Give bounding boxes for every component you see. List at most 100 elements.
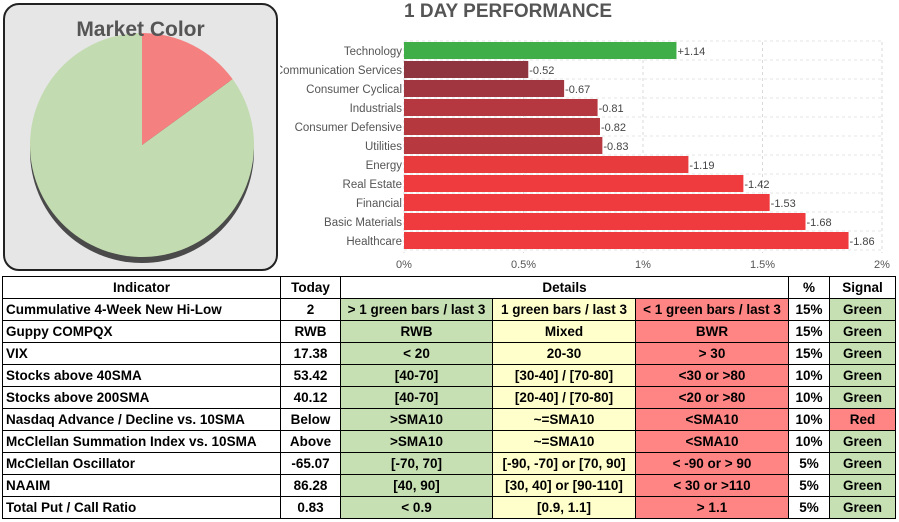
green-range-cell: [40-70] xyxy=(340,386,493,409)
weight-cell: 10% xyxy=(788,386,830,409)
today-cell: Above xyxy=(280,430,341,453)
weight-cell: 5% xyxy=(788,452,830,475)
red-range-cell: < 30 or >110 xyxy=(635,474,789,497)
yellow-range-cell: [30-40] / [70-80] xyxy=(492,364,636,387)
red-range-cell: BWR xyxy=(635,320,789,343)
weight-cell: 10% xyxy=(788,408,830,431)
green-range-cell: >SMA10 xyxy=(340,430,493,453)
signal-cell: Green xyxy=(829,386,896,409)
market-color-panel: Market Color xyxy=(3,3,278,271)
category-label: Communication Services xyxy=(280,65,402,77)
category-label: Energy xyxy=(366,160,403,172)
bar-value-label: -0.83 xyxy=(603,141,628,153)
indicator-cell: Guppy COMPQX xyxy=(2,320,281,343)
bar-value-label: -1.19 xyxy=(689,160,714,172)
indicator-cell: Cummulative 4-Week New Hi-Low xyxy=(2,298,281,321)
category-label: Industrials xyxy=(350,103,403,115)
category-label: Financial xyxy=(356,198,402,210)
yellow-range-cell: [30, 40] or [90-110] xyxy=(492,474,636,497)
green-range-cell: [40-70] xyxy=(340,364,493,387)
x-tick-label: 0% xyxy=(396,259,412,271)
signal-cell: Red xyxy=(829,408,896,431)
green-range-cell: > 1 green bars / last 3 xyxy=(340,298,493,321)
signal-cell: Green xyxy=(829,452,896,475)
weight-cell: 15% xyxy=(788,320,830,343)
table-row: McClellan Summation Index vs. 10SMA Above… xyxy=(2,430,896,453)
market-color-pie xyxy=(30,33,255,263)
bar xyxy=(404,42,677,59)
today-cell: 53.42 xyxy=(280,364,341,387)
red-range-cell: <SMA10 xyxy=(635,408,789,431)
indicator-cell: McClellan Summation Index vs. 10SMA xyxy=(2,430,281,453)
today-cell: -65.07 xyxy=(280,452,341,475)
bar xyxy=(404,194,770,211)
green-range-cell: [40, 90] xyxy=(340,474,493,497)
green-range-cell: < 20 xyxy=(340,342,493,365)
today-cell: RWB xyxy=(280,320,341,343)
bar xyxy=(404,213,806,230)
signal-cell: Green xyxy=(829,320,896,343)
header-details: Details xyxy=(340,276,789,299)
category-label: Utilities xyxy=(365,141,402,153)
bar xyxy=(404,99,598,116)
green-range-cell: [-70, 70] xyxy=(340,452,493,475)
indicator-cell: Stocks above 200SMA xyxy=(2,386,281,409)
yellow-range-cell: ~=SMA10 xyxy=(492,430,636,453)
bar xyxy=(404,232,849,249)
bar xyxy=(404,80,565,97)
red-range-cell: <20 or >80 xyxy=(635,386,789,409)
table-row: Stocks above 200SMA 40.12 [40-70] [20-40] /… xyxy=(2,386,896,409)
green-range-cell: RWB xyxy=(340,320,493,343)
bar-value-label: -1.53 xyxy=(771,198,796,210)
red-range-cell: > 1.1 xyxy=(635,496,789,519)
yellow-range-cell: 20-30 xyxy=(492,342,636,365)
pie-slice-red xyxy=(142,33,233,145)
weight-cell: 5% xyxy=(788,474,830,497)
weight-cell: 10% xyxy=(788,364,830,387)
yellow-range-cell: 1 green bars / last 3 xyxy=(492,298,636,321)
green-range-cell: < 0.9 xyxy=(340,496,493,519)
today-cell: Below xyxy=(280,408,341,431)
yellow-range-cell: ~=SMA10 xyxy=(492,408,636,431)
indicator-cell: Stocks above 40SMA xyxy=(2,364,281,387)
bar-value-label: -0.52 xyxy=(529,65,554,77)
signal-cell: Green xyxy=(829,496,896,519)
red-range-cell: <30 or >80 xyxy=(635,364,789,387)
bar xyxy=(404,118,600,135)
table-row: McClellan Oscillator -65.07 [-70, 70] [-90,… xyxy=(2,452,896,475)
signal-cell: Green xyxy=(829,474,896,497)
indicator-cell: VIX xyxy=(2,342,281,365)
signal-cell: Green xyxy=(829,430,896,453)
green-range-cell: >SMA10 xyxy=(340,408,493,431)
bar-value-label: -0.82 xyxy=(601,122,626,134)
red-range-cell: < 1 green bars / last 3 xyxy=(635,298,789,321)
x-tick-label: 1% xyxy=(635,259,651,271)
indicator-table: Indicator Today Details % Signal Cummula… xyxy=(2,276,896,519)
x-tick-label: 1.5% xyxy=(750,259,775,271)
today-cell: 0.83 xyxy=(280,496,341,519)
red-range-cell: <SMA10 xyxy=(635,430,789,453)
header-signal: Signal xyxy=(829,276,896,299)
bar-value-label: -0.67 xyxy=(565,84,590,96)
table-row: Guppy COMPQX RWB RWB Mixed BWR 15% Green xyxy=(2,320,896,343)
header-today: Today xyxy=(280,276,341,299)
table-header-row: Indicator Today Details % Signal xyxy=(2,276,896,299)
indicator-cell: McClellan Oscillator xyxy=(2,452,281,475)
signal-cell: Green xyxy=(829,298,896,321)
table-row: Nasdaq Advance / Decline vs. 10SMA Below >… xyxy=(2,408,896,431)
bar xyxy=(404,61,529,78)
weight-cell: 5% xyxy=(788,496,830,519)
chart-title: 1 DAY PERFORMANCE xyxy=(404,1,612,22)
bar xyxy=(404,175,744,192)
bar xyxy=(404,156,689,173)
indicator-cell: NAAIM xyxy=(2,474,281,497)
today-cell: 17.38 xyxy=(280,342,341,365)
category-label: Real Estate xyxy=(343,179,402,191)
bar-value-label: -0.81 xyxy=(599,103,624,115)
category-label: Technology xyxy=(344,46,402,58)
signal-cell: Green xyxy=(829,342,896,365)
bar xyxy=(404,137,603,154)
yellow-range-cell: [-90, -70] or [70, 90] xyxy=(492,452,636,475)
bar-value-label: -1.42 xyxy=(744,179,769,191)
today-cell: 40.12 xyxy=(280,386,341,409)
